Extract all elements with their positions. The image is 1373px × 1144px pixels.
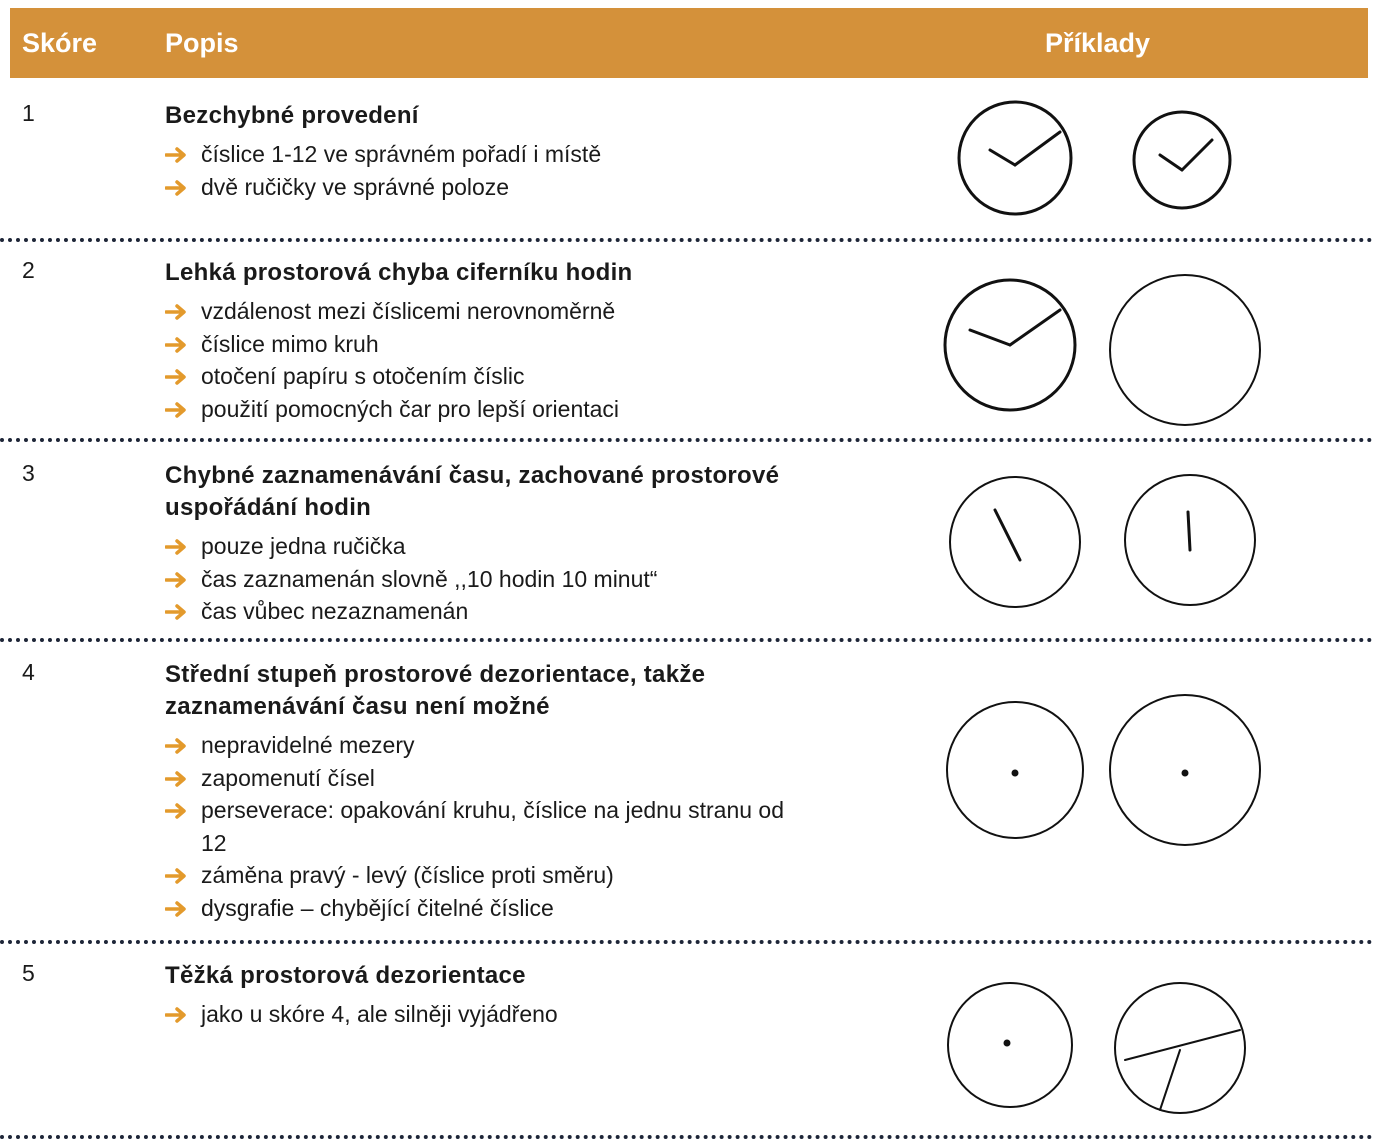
bullet-text: číslice 1-12 ve správném pořadí i místě: [201, 141, 602, 167]
score: 3: [22, 460, 35, 486]
bullet-item: perseverace: opakování kruhu, číslice na…: [165, 794, 791, 859]
bullet-text: čas zaznamenán slovně ,,10 hodin 10 minu…: [201, 565, 658, 592]
bullet-item: zapomenutí čísel: [165, 762, 791, 795]
clock: [1109, 274, 1261, 426]
bullet-item: čas zaznamenán slovně ,,10 hodin 10 minu…: [165, 563, 791, 596]
clock: [1132, 110, 1232, 210]
score: 1: [22, 100, 35, 126]
row-separator: [0, 1135, 1373, 1139]
clock: [943, 278, 1077, 412]
bullet-text: jako u skóre 4, ale silněji vyjádřeno: [201, 1001, 558, 1027]
arrow-icon: [165, 770, 186, 787]
description-title: Bezchybné provedení: [165, 102, 419, 129]
table-header: Skóre Popis Příklady: [10, 8, 1368, 78]
description-title: Střední stupeň prostorové dezorientace, …: [165, 661, 706, 720]
clock: [947, 982, 1073, 1108]
arrow-icon: [165, 401, 186, 418]
bullet-item: záměna pravý - levý (číslice proti směru…: [165, 859, 791, 892]
arrow-icon: [165, 868, 186, 884]
bullet-item: použití pomocných čar pro lepší orientac…: [165, 393, 791, 426]
bullet-item: otočení papíru s otočením číslic: [165, 360, 791, 393]
bullet-text: nepravidelné mezery: [201, 732, 415, 758]
description: Těžká prostorová dezorientace jako u skór…: [165, 960, 795, 1031]
bullet-item: čas vůbec nezaznamenán: [165, 595, 791, 628]
row-separator: [0, 940, 1373, 944]
score: 4: [22, 659, 35, 685]
arrow-icon: [165, 336, 186, 353]
clock: [949, 476, 1081, 608]
header-description: Popis: [165, 28, 239, 58]
description: Bezchybné provedení číslice 1-12 ve správ…: [165, 100, 795, 203]
bullet-text: dvě ručičky ve správné poloze: [201, 173, 510, 200]
bullet-text: použití pomocných čar pro lepší orientac…: [201, 395, 620, 422]
arrow-icon: [165, 369, 186, 385]
description-title: Chybné zaznamenávání času, zachované pro…: [165, 462, 780, 521]
arrow-icon: [165, 604, 186, 620]
arrow-icon: [165, 539, 186, 555]
description: Střední stupeň prostorové dezorientace, …: [165, 659, 795, 924]
score: 5: [22, 960, 35, 986]
clock: [1109, 694, 1261, 846]
bullet-text: otočení papíru s otočením číslic: [201, 363, 525, 389]
bullet-item: číslice mimo kruh: [165, 328, 791, 361]
bullet-item: dysgrafie – chybějící čitelné číslice: [165, 892, 791, 925]
bullet-text: pouze jedna ručička: [201, 533, 406, 559]
row-separator: [0, 238, 1373, 242]
clock: [1124, 474, 1256, 606]
row-separator: [0, 638, 1373, 642]
arrow-icon: [165, 147, 186, 163]
bullet-text: vzdálenost mezi číslicemi nerovnoměrně: [201, 298, 616, 324]
bullet-text: zapomenutí čísel: [201, 764, 375, 791]
arrow-icon: [165, 738, 186, 754]
bullet-text: číslice mimo kruh: [201, 330, 379, 357]
bullet-item: pouze jedna ručička: [165, 530, 791, 563]
bullet-text: perseverace: opakování kruhu, číslice na…: [201, 797, 785, 856]
description-title: Lehká prostorová chyba ciferníku hodin: [165, 259, 633, 286]
bullet-text: dysgrafie – chybějící čitelné číslice: [201, 894, 554, 921]
arrow-icon: [165, 803, 186, 819]
bullet-text: čas vůbec nezaznamenán: [201, 598, 469, 624]
arrow-icon: [165, 571, 186, 588]
clock: [946, 701, 1084, 839]
description-title: Těžká prostorová dezorientace: [165, 962, 526, 989]
row-separator: [0, 438, 1373, 442]
arrow-icon: [165, 179, 186, 196]
header-score: Skóre: [22, 28, 98, 58]
description: Chybné zaznamenávání času, zachované pro…: [165, 460, 795, 628]
bullet-text: záměna pravý - levý (číslice proti směru…: [201, 862, 614, 888]
header-examples: Příklady: [1045, 28, 1151, 58]
bullet-item: číslice 1-12 ve správném pořadí i místě: [165, 138, 791, 171]
clock: [1114, 982, 1246, 1114]
score: 2: [22, 257, 35, 283]
arrow-icon: [165, 1007, 186, 1023]
bullet-item: nepravidelné mezery: [165, 729, 791, 762]
bullet-item: vzdálenost mezi číslicemi nerovnoměrně: [165, 295, 791, 328]
description: Lehká prostorová chyba ciferníku hodin vz…: [165, 257, 795, 425]
arrow-icon: [165, 304, 186, 320]
clock: [957, 100, 1073, 216]
bullet-item: jako u skóre 4, ale silněji vyjádřeno: [165, 998, 791, 1031]
bullet-item: dvě ručičky ve správné poloze: [165, 171, 791, 204]
arrow-icon: [165, 900, 186, 917]
